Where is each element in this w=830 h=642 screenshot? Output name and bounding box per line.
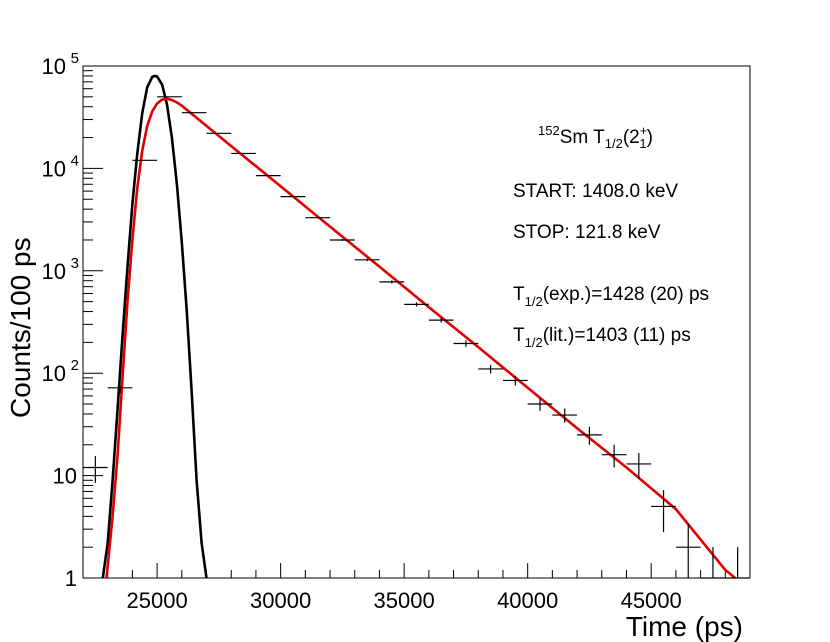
y-axis-label: Counts/100 ps xyxy=(5,237,36,418)
state-open: (2 xyxy=(623,127,640,148)
y-tick-label: 1 xyxy=(65,566,77,591)
literature-halflife-annotation: T1/2(lit.)=1403 (11) ps xyxy=(513,325,691,350)
data-point xyxy=(601,444,627,468)
data-point xyxy=(651,490,676,533)
halflife-subscript: 1/2 xyxy=(605,136,623,151)
state-index: 1 xyxy=(639,136,646,151)
data-point xyxy=(330,238,355,241)
y-tick-exponent: 2 xyxy=(71,357,79,374)
data-point xyxy=(280,196,306,198)
experimental-halflife-annotation: T1/2(exp.)=1428 (20) ps xyxy=(513,284,709,309)
data-point xyxy=(552,408,578,423)
data-point xyxy=(83,456,108,483)
data-point xyxy=(231,152,256,155)
data-point xyxy=(428,317,454,323)
y-tick-exponent: 3 xyxy=(71,255,79,272)
start-energy-annotation: START: 1408.0 keV xyxy=(513,181,678,202)
data-point xyxy=(379,280,405,284)
data-point xyxy=(206,132,232,134)
data-point xyxy=(577,426,602,445)
plot-title-annotation: 152Sm T1/2(2+ 1) xyxy=(538,123,653,151)
prompt-response-curve xyxy=(101,74,208,578)
y-tick-label: 10 xyxy=(42,156,66,181)
x-tick-label: 30000 xyxy=(250,588,311,613)
y-tick-exponent: 4 xyxy=(71,152,79,169)
x-axis-label: Time (ps) xyxy=(626,611,743,642)
fit-curve xyxy=(105,97,737,578)
y-tick-label: 10 xyxy=(53,464,77,489)
data-point xyxy=(725,547,750,579)
data-point xyxy=(107,382,133,394)
data-point xyxy=(453,340,479,347)
isotope-mass: 152 xyxy=(538,123,560,138)
data-point xyxy=(626,453,652,479)
data-point xyxy=(255,175,281,177)
x-tick-label: 35000 xyxy=(374,588,435,613)
data-point xyxy=(527,398,553,411)
data-point xyxy=(404,302,429,307)
data-point xyxy=(132,159,158,161)
y-tick-label: 10 xyxy=(42,54,66,79)
x-tick-label: 45000 xyxy=(621,588,682,613)
y-tick-label: 10 xyxy=(42,259,66,284)
data-point xyxy=(675,523,701,578)
y-tick-label: 10 xyxy=(42,361,66,386)
plot-area xyxy=(83,74,750,579)
x-tick-label: 25000 xyxy=(127,588,188,613)
isotope-symbol: Sm T xyxy=(560,127,605,148)
y-tick-exponent: 5 xyxy=(71,50,79,67)
data-point xyxy=(502,375,528,386)
x-tick-label: 40000 xyxy=(497,588,558,613)
data-point xyxy=(305,216,331,219)
state-parity: + xyxy=(640,123,648,138)
data-point xyxy=(700,547,726,579)
data-point xyxy=(478,364,503,374)
axes: 25000 30000 35000 40000 45000 1 10 10 2 10 3 10 4 10 5 xyxy=(42,50,751,613)
stop-energy-annotation: STOP: 121.8 keV xyxy=(513,222,661,243)
data-point xyxy=(354,258,380,262)
plot-frame xyxy=(82,65,751,579)
state-close: ) xyxy=(647,127,653,148)
